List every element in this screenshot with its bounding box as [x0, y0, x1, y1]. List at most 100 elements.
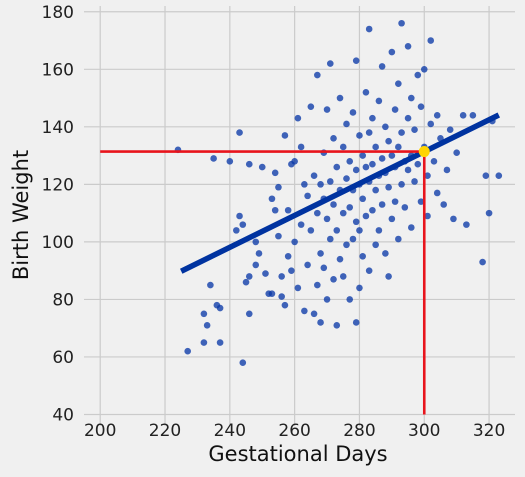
data-point — [216, 304, 224, 312]
data-point — [346, 204, 354, 211]
data-point — [262, 270, 269, 277]
data-point — [333, 163, 341, 171]
data-point — [356, 284, 363, 292]
data-point — [404, 42, 412, 50]
x-axis-label: Gestational Days — [208, 442, 387, 466]
data-point — [443, 166, 451, 174]
data-point — [388, 215, 396, 223]
data-point — [271, 206, 279, 214]
data-point — [245, 273, 253, 280]
data-point — [278, 293, 285, 300]
x-tick-label: 280 — [343, 421, 375, 441]
data-point — [424, 172, 431, 180]
data-point — [275, 183, 282, 191]
data-point — [385, 183, 392, 191]
data-point — [336, 255, 344, 263]
data-point — [459, 112, 467, 119]
data-point — [411, 178, 418, 185]
data-point — [226, 158, 234, 165]
data-point — [482, 172, 490, 180]
data-point — [301, 181, 308, 188]
data-point — [320, 264, 328, 272]
y-tick-label: 80 — [52, 290, 74, 310]
data-point — [440, 201, 448, 208]
data-point — [291, 238, 298, 246]
data-point — [408, 94, 415, 102]
data-point — [453, 149, 460, 157]
x-tick-label: 220 — [149, 421, 181, 441]
data-point — [333, 227, 341, 234]
data-point — [382, 123, 389, 131]
y-tick-labels: 40 60 80 100 120 140 160 180 — [42, 3, 74, 426]
data-point — [326, 60, 334, 67]
data-point — [326, 178, 334, 185]
data-point — [414, 71, 422, 79]
data-point — [245, 310, 253, 318]
data-point — [236, 129, 243, 136]
data-point — [346, 296, 354, 303]
data-point — [378, 155, 386, 162]
data-point — [359, 252, 366, 260]
data-point — [369, 160, 376, 168]
data-point — [252, 261, 260, 269]
data-point — [268, 195, 276, 203]
data-point — [356, 132, 363, 139]
data-point — [391, 106, 399, 113]
data-point — [395, 235, 402, 243]
y-tick-label: 180 — [42, 3, 74, 23]
data-point — [330, 201, 337, 208]
data-point — [349, 109, 357, 116]
data-point — [288, 267, 295, 274]
data-point — [433, 112, 441, 119]
data-point — [395, 80, 402, 87]
data-point — [388, 152, 396, 159]
data-point — [284, 206, 292, 214]
data-point — [372, 143, 379, 151]
data-point — [369, 114, 376, 122]
x-tick-label: 300 — [408, 421, 440, 441]
data-point — [291, 158, 298, 165]
data-point — [281, 301, 289, 309]
data-point — [314, 209, 321, 217]
y-tick-label: 60 — [52, 348, 74, 368]
data-point — [362, 212, 370, 220]
data-point — [352, 319, 360, 326]
data-point — [294, 284, 302, 292]
data-point — [323, 296, 331, 303]
data-point — [485, 209, 493, 217]
data-point — [349, 235, 357, 243]
data-point — [317, 181, 324, 188]
data-point — [239, 221, 247, 228]
data-point — [275, 232, 282, 240]
data-point — [469, 112, 477, 119]
data-point — [233, 227, 240, 234]
data-point — [343, 241, 350, 249]
data-point — [242, 278, 250, 286]
data-point — [372, 241, 379, 249]
highlight-point — [418, 146, 430, 158]
data-point — [252, 238, 260, 246]
data-point — [404, 114, 412, 122]
overlays — [100, 112, 501, 415]
data-point — [417, 103, 425, 110]
data-point — [479, 258, 486, 266]
y-tick-label: 160 — [42, 60, 74, 80]
data-point — [385, 273, 392, 280]
data-point — [446, 126, 454, 133]
x-tick-label: 200 — [84, 421, 116, 441]
data-point — [304, 192, 311, 200]
data-point — [330, 275, 337, 283]
data-point — [359, 195, 366, 203]
data-point — [314, 71, 321, 79]
data-point — [284, 252, 292, 260]
data-point — [297, 221, 305, 228]
data-point — [398, 129, 405, 136]
data-point — [330, 135, 337, 142]
data-point — [200, 310, 208, 318]
data-point — [404, 166, 412, 174]
data-point — [346, 158, 354, 165]
data-point — [388, 48, 396, 56]
data-point — [339, 209, 347, 217]
